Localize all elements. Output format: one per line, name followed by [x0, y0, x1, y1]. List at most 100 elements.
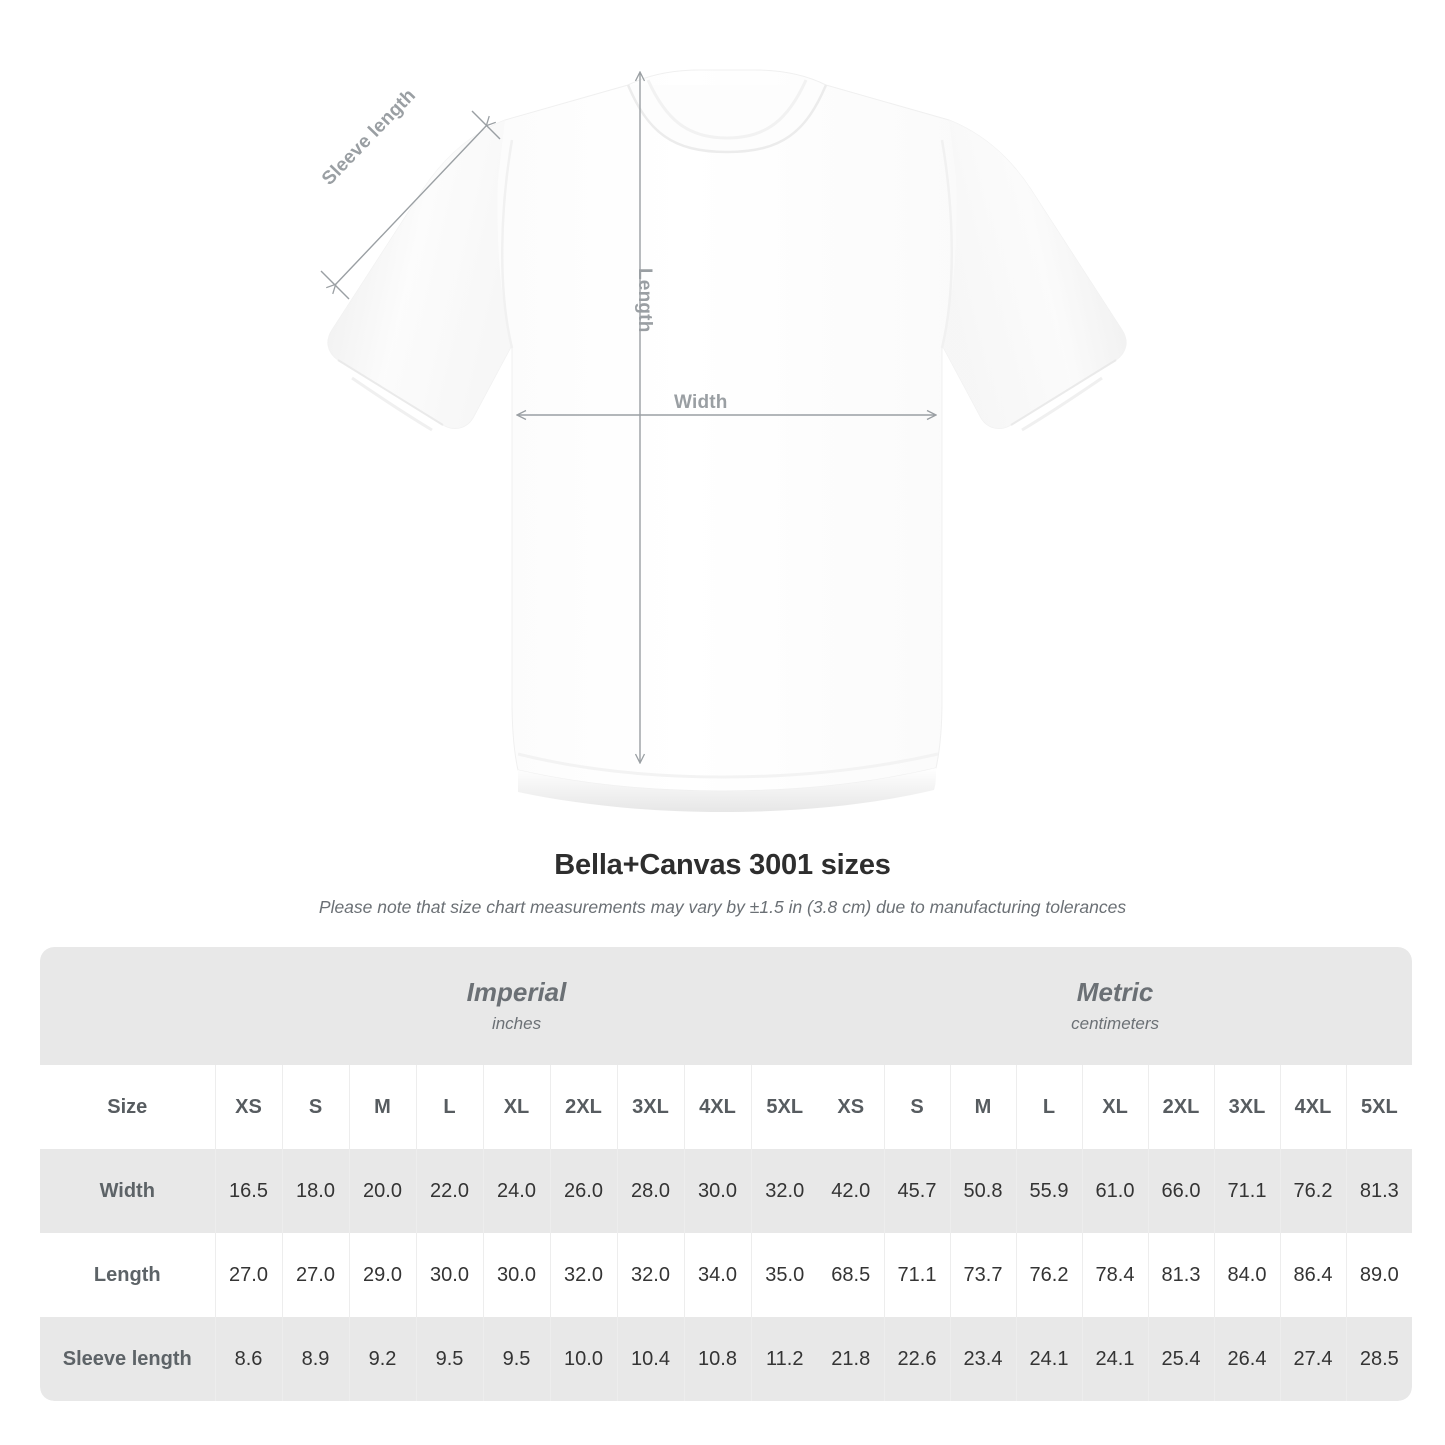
cell-sleeve-metric-2xl: 25.4: [1147, 1317, 1215, 1401]
sleeve-tick-bottom: [320, 270, 350, 300]
tshirt-silhouette: [327, 69, 1127, 812]
tolerance-note: Please note that size chart measurements…: [318, 897, 1127, 917]
cell-width-metric-xs: 42.0: [818, 1149, 885, 1233]
sleeve-dimension-line: [335, 125, 487, 285]
header-imperial-5xl: 5XL: [750, 1065, 819, 1149]
cell-sleeve-metric-m: 23.4: [949, 1317, 1017, 1401]
cell-width-imperial-m: 20.0: [348, 1149, 416, 1233]
header-metric-m: M: [949, 1065, 1017, 1149]
cell-length-imperial-xl: 30.0: [482, 1233, 550, 1317]
cell-width-imperial-xs: 16.5: [214, 1149, 282, 1233]
cell-width-metric-m: 50.8: [949, 1149, 1017, 1233]
cell-length-metric-m: 73.7: [949, 1233, 1017, 1317]
cell-sleeve-metric-l: 24.1: [1015, 1317, 1083, 1401]
page-title: Bella+Canvas 3001 sizes: [554, 849, 891, 881]
header-imperial-xl: XL: [482, 1065, 550, 1149]
cell-width-metric-2xl: 66.0: [1147, 1149, 1215, 1233]
size-header-row: Size XS S M L XL 2XL 3XL 4XL 5XL XS S M …: [40, 1065, 1413, 1149]
cell-sleeve-imperial-m: 9.2: [348, 1317, 416, 1401]
cell-length-imperial-s: 27.0: [281, 1233, 349, 1317]
cell-width-imperial-5xl: 32.0: [750, 1149, 819, 1233]
header-imperial-2xl: 2XL: [549, 1065, 617, 1149]
cell-sleeve-metric-3xl: 26.4: [1213, 1317, 1281, 1401]
metric-subtitle: centimeters: [1071, 1013, 1160, 1033]
cell-width-metric-5xl: 81.3: [1345, 1149, 1413, 1233]
cell-length-imperial-3xl: 32.0: [616, 1233, 684, 1317]
cell-width-imperial-s: 18.0: [281, 1149, 349, 1233]
cell-sleeve-imperial-2xl: 10.0: [549, 1317, 617, 1401]
tshirt-diagram: Sleeve length Length Width: [318, 69, 1127, 812]
header-metric-xs: XS: [818, 1065, 885, 1149]
cell-width-imperial-3xl: 28.0: [616, 1149, 684, 1233]
header-metric-xl: XL: [1081, 1065, 1149, 1149]
cell-width-metric-l: 55.9: [1015, 1149, 1083, 1233]
cell-length-metric-xl: 78.4: [1081, 1233, 1149, 1317]
header-metric-3xl: 3XL: [1213, 1065, 1281, 1149]
imperial-title: Imperial: [466, 977, 567, 1008]
cell-width-imperial-4xl: 30.0: [683, 1149, 751, 1233]
cell-length-metric-5xl: 89.0: [1345, 1233, 1413, 1317]
table-row-length: Length 27.0 27.0 29.0 30.0 30.0 32.0 32.…: [40, 1233, 1413, 1317]
table-row-sleeve-length: Sleeve length 8.6 8.9 9.2 9.5 9.5 10.0 1…: [40, 1317, 1413, 1401]
cell-width-metric-s: 45.7: [883, 1149, 951, 1233]
cell-length-imperial-4xl: 34.0: [683, 1233, 751, 1317]
cell-width-metric-xl: 61.0: [1081, 1149, 1149, 1233]
cell-sleeve-metric-4xl: 27.4: [1279, 1317, 1347, 1401]
cell-sleeve-metric-xl: 24.1: [1081, 1317, 1149, 1401]
cell-length-imperial-5xl: 35.0: [750, 1233, 819, 1317]
cell-length-metric-3xl: 84.0: [1213, 1233, 1281, 1317]
cell-sleeve-imperial-xl: 9.5: [482, 1317, 550, 1401]
imperial-unit-cell: Imperial inches: [215, 947, 819, 1065]
length-label: Length: [634, 268, 655, 333]
cell-length-metric-2xl: 81.3: [1147, 1233, 1215, 1317]
header-imperial-l: L: [415, 1065, 483, 1149]
cell-width-metric-3xl: 71.1: [1213, 1149, 1281, 1233]
table-row-width: Width 16.5 18.0 20.0 22.0 24.0 26.0 28.0…: [40, 1149, 1413, 1233]
header-imperial-xs: XS: [214, 1065, 282, 1149]
cell-sleeve-imperial-l: 9.5: [415, 1317, 483, 1401]
cell-length-metric-s: 71.1: [883, 1233, 951, 1317]
width-label: Width: [674, 392, 728, 413]
row-label-length: Length: [40, 1233, 215, 1317]
cell-length-imperial-m: 29.0: [348, 1233, 416, 1317]
cell-width-imperial-2xl: 26.0: [549, 1149, 617, 1233]
header-size-label: Size: [40, 1065, 215, 1149]
unit-banner-row: Imperial inches Metric centimeters: [40, 947, 1413, 1065]
header-metric-4xl: 4XL: [1279, 1065, 1347, 1149]
dimension-lines: [320, 73, 935, 762]
cell-length-imperial-xs: 27.0: [214, 1233, 282, 1317]
cell-sleeve-metric-xs: 21.8: [818, 1317, 885, 1401]
header-metric-5xl: 5XL: [1345, 1065, 1413, 1149]
metric-title: Metric: [1076, 977, 1154, 1008]
header-imperial-3xl: 3XL: [616, 1065, 684, 1149]
row-label-sleeve-length: Sleeve length: [40, 1317, 215, 1401]
header-metric-s: S: [883, 1065, 951, 1149]
header-imperial-s: S: [281, 1065, 349, 1149]
metric-unit-cell: Metric centimeters: [818, 947, 1413, 1065]
cell-sleeve-imperial-3xl: 10.4: [616, 1317, 684, 1401]
cell-length-metric-xs: 68.5: [818, 1233, 885, 1317]
unit-banner-spacer: [40, 947, 215, 1065]
cell-sleeve-imperial-5xl: 11.2: [750, 1317, 819, 1401]
header-imperial-4xl: 4XL: [683, 1065, 751, 1149]
cell-sleeve-metric-5xl: 28.5: [1345, 1317, 1413, 1401]
size-table-container: Imperial inches Metric centimeters Size …: [40, 947, 1413, 1401]
cell-width-imperial-xl: 24.0: [482, 1149, 550, 1233]
cell-sleeve-imperial-xs: 8.6: [214, 1317, 282, 1401]
cell-width-metric-4xl: 76.2: [1279, 1149, 1347, 1233]
cell-length-imperial-l: 30.0: [415, 1233, 483, 1317]
cell-length-metric-l: 76.2: [1015, 1233, 1083, 1317]
cell-length-metric-4xl: 86.4: [1279, 1233, 1347, 1317]
header-imperial-m: M: [348, 1065, 416, 1149]
cell-width-imperial-l: 22.0: [415, 1149, 483, 1233]
sleeve-tick-top: [471, 110, 501, 140]
row-label-width: Width: [40, 1149, 215, 1233]
cell-sleeve-imperial-4xl: 10.8: [683, 1317, 751, 1401]
cell-sleeve-imperial-s: 8.9: [281, 1317, 349, 1401]
header-metric-l: L: [1015, 1065, 1083, 1149]
imperial-subtitle: inches: [491, 1013, 542, 1033]
cell-length-imperial-2xl: 32.0: [549, 1233, 617, 1317]
header-metric-2xl: 2XL: [1147, 1065, 1215, 1149]
size-table: Imperial inches Metric centimeters Size …: [40, 947, 1413, 1401]
